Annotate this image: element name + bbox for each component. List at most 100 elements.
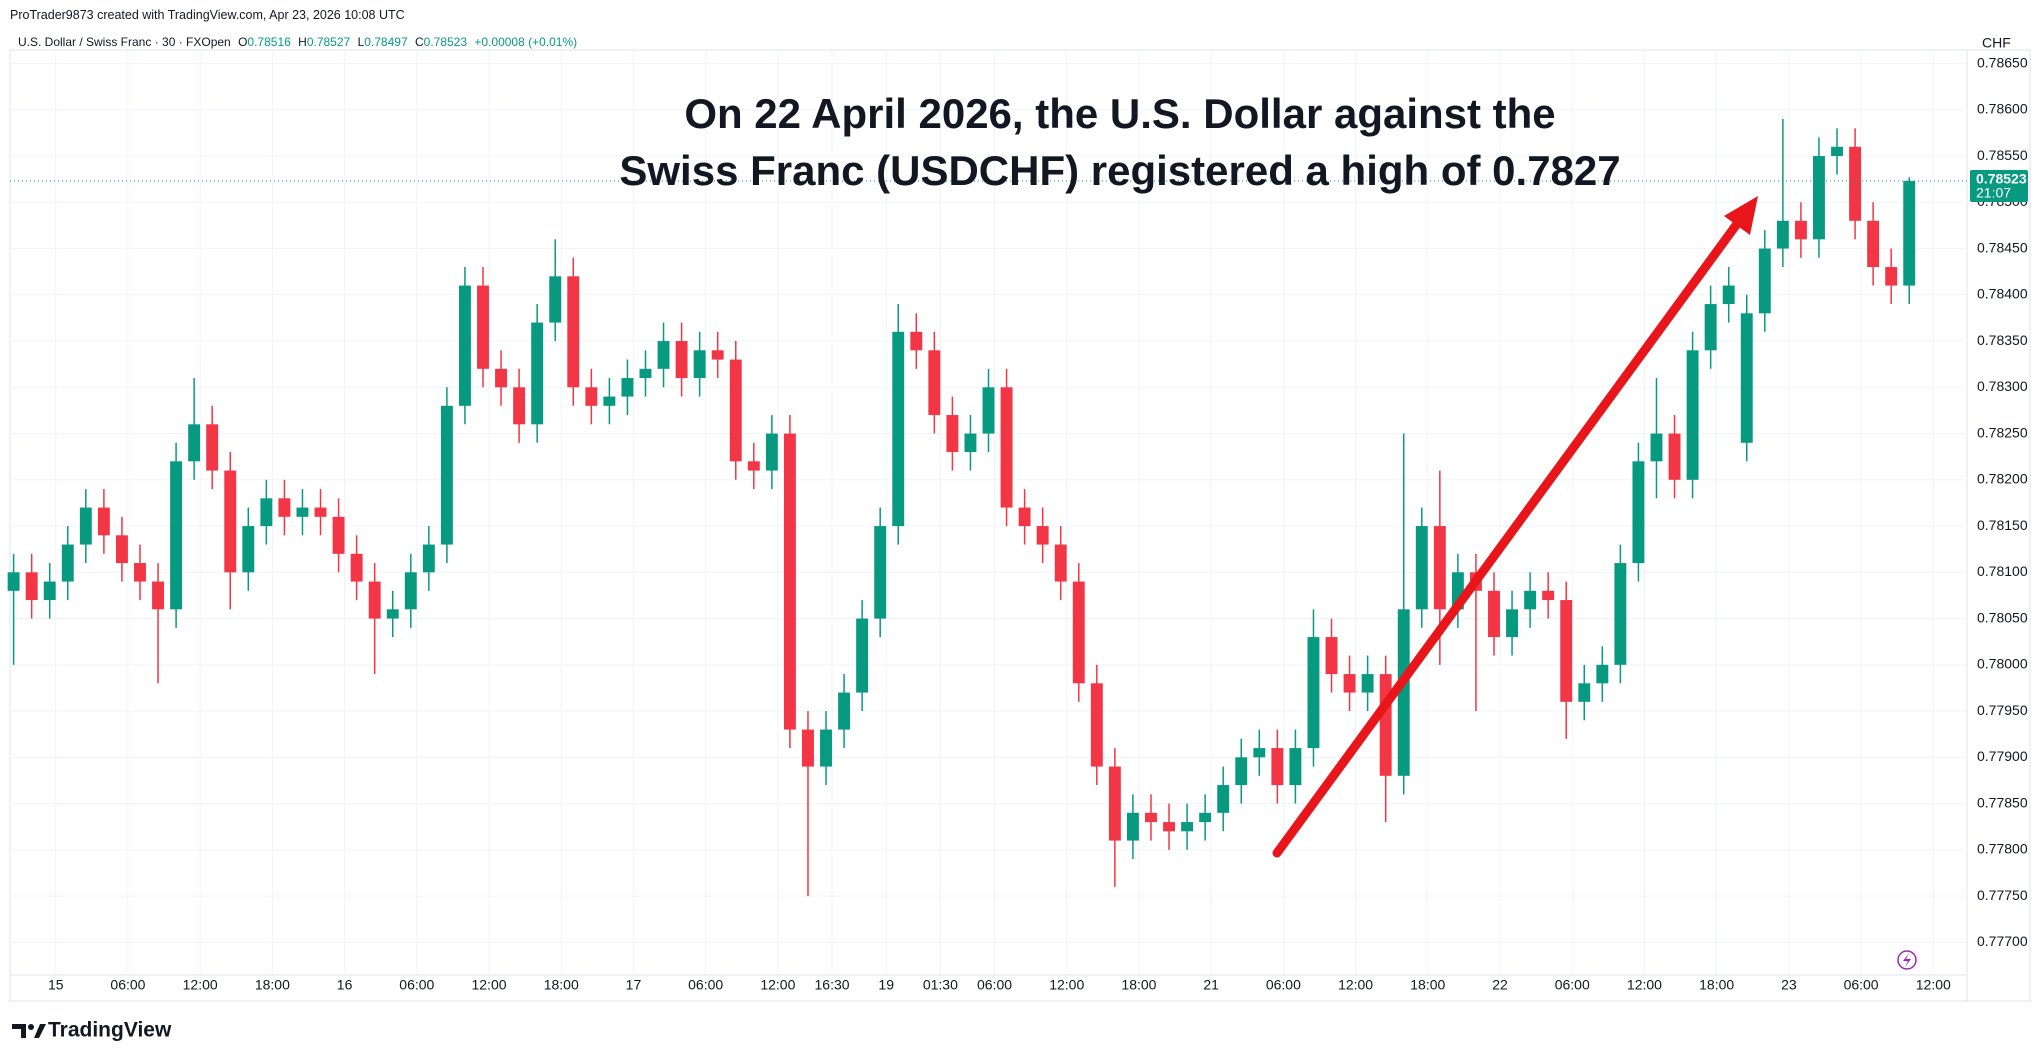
candle-body	[1126, 812, 1139, 841]
candle-body	[729, 359, 742, 462]
candle-body	[134, 563, 146, 582]
candle-body	[278, 498, 291, 517]
candle-body	[1578, 683, 1591, 702]
logo	[12, 1024, 46, 1038]
high: 0.78527	[306, 35, 351, 49]
candle-body	[1722, 285, 1735, 305]
candle-body	[422, 544, 435, 573]
candle-body	[1325, 637, 1338, 675]
candle-body	[639, 368, 652, 379]
open: 0.78516	[247, 35, 291, 49]
candle-body	[765, 433, 778, 471]
candle-body	[188, 424, 201, 462]
candle-body	[170, 461, 183, 610]
y-tick-label: 0.78450	[1977, 239, 2028, 255]
y-tick-label: 0.78300	[1977, 378, 2028, 394]
candle-body	[1054, 544, 1067, 582]
y-tick-label: 0.77900	[1977, 748, 2028, 764]
alert-icon[interactable]	[1897, 950, 1917, 970]
y-tick-label: 0.77750	[1977, 887, 2028, 903]
y-tick-label: 0.78050	[1977, 609, 2028, 625]
candle-body	[802, 729, 814, 767]
o-label: O	[238, 35, 248, 49]
x-tick-label: 12:00	[471, 977, 506, 993]
candle-body	[1072, 581, 1085, 684]
candle-body	[838, 692, 851, 730]
candle-body	[1885, 267, 1898, 286]
brand: TradingView	[48, 1019, 172, 1042]
candle-body	[206, 424, 219, 471]
candle-body	[910, 331, 923, 351]
h-label: H	[298, 35, 307, 49]
last-price-label: 0.78523	[1976, 171, 2027, 187]
candle-body	[1181, 822, 1194, 832]
y-tick-label: 0.77950	[1977, 702, 2028, 718]
credit: ProTrader9873 created with TradingView.c…	[10, 8, 405, 22]
y-tick-label: 0.78000	[1977, 656, 2028, 672]
x-tick-label: 06:00	[1844, 977, 1879, 993]
candle-body	[1415, 526, 1428, 610]
candle-body	[1524, 590, 1537, 610]
l-label: L	[357, 35, 365, 49]
candle-body	[1632, 461, 1645, 564]
candle-body	[350, 553, 363, 582]
candle-body	[1217, 785, 1230, 813]
candle-body	[1199, 812, 1212, 823]
symbol: U.S. Dollar / Swiss Franc · 30 · FXOpen	[18, 35, 231, 49]
candle-body	[531, 322, 544, 425]
candle-body	[1867, 220, 1880, 268]
x-tick-label: 19	[878, 977, 894, 993]
annotation: On 22 April 2026, the U.S. Dollar agains…	[619, 90, 1620, 194]
candle-body	[1163, 822, 1175, 832]
x-tick-label: 21	[1203, 977, 1219, 993]
candle-body	[224, 470, 237, 573]
x-tick-label: 06:00	[688, 977, 723, 993]
candle-body	[1343, 674, 1356, 693]
candle-body	[1614, 563, 1627, 665]
x-tick-label: 18:00	[1699, 977, 1734, 993]
candle-body	[783, 433, 796, 730]
candle-body	[1776, 220, 1789, 249]
candle-body	[693, 350, 706, 379]
candle-body	[1253, 748, 1266, 758]
x-tick-label: 12:00	[1916, 977, 1951, 993]
x-tick-label: 06:00	[110, 977, 145, 993]
y-tick-label: 0.78550	[1977, 147, 2028, 163]
candle-body	[7, 572, 20, 591]
x-tick-label: 16	[337, 977, 353, 993]
candle-body	[874, 526, 887, 619]
candle-body	[549, 276, 562, 323]
candle-body	[79, 507, 92, 545]
candle-body	[260, 498, 273, 527]
x-tick-label: 06:00	[977, 977, 1012, 993]
candle-body	[386, 609, 399, 619]
countdown: 21:07	[1976, 185, 2011, 201]
candle-body	[964, 433, 977, 453]
candle-body	[1668, 433, 1681, 480]
change: +0.00008 (+0.01%)	[474, 35, 578, 49]
candle-body	[1235, 757, 1248, 786]
candle-body	[928, 350, 941, 416]
candle-body	[404, 572, 417, 610]
candle-body	[1397, 609, 1410, 776]
candle-body	[585, 387, 598, 406]
candle-body	[820, 729, 832, 767]
candle-body	[1542, 590, 1555, 601]
x-tick-label: 12:00	[1338, 977, 1373, 993]
candle-body	[1794, 220, 1807, 240]
candle-body	[856, 618, 869, 693]
candle-body	[657, 341, 670, 369]
candle-body	[97, 507, 110, 536]
candle-body	[1488, 590, 1500, 638]
candle-body	[1704, 304, 1717, 351]
candle-body	[1831, 146, 1843, 157]
candle-body	[115, 535, 128, 564]
candle-body	[711, 350, 724, 360]
currency: CHF	[1982, 35, 2011, 51]
alert-bolt	[1903, 953, 1911, 967]
x-tick-label: 18:00	[1410, 977, 1445, 993]
x-tick-label: 12:00	[760, 977, 795, 993]
low: 0.78497	[364, 35, 408, 49]
